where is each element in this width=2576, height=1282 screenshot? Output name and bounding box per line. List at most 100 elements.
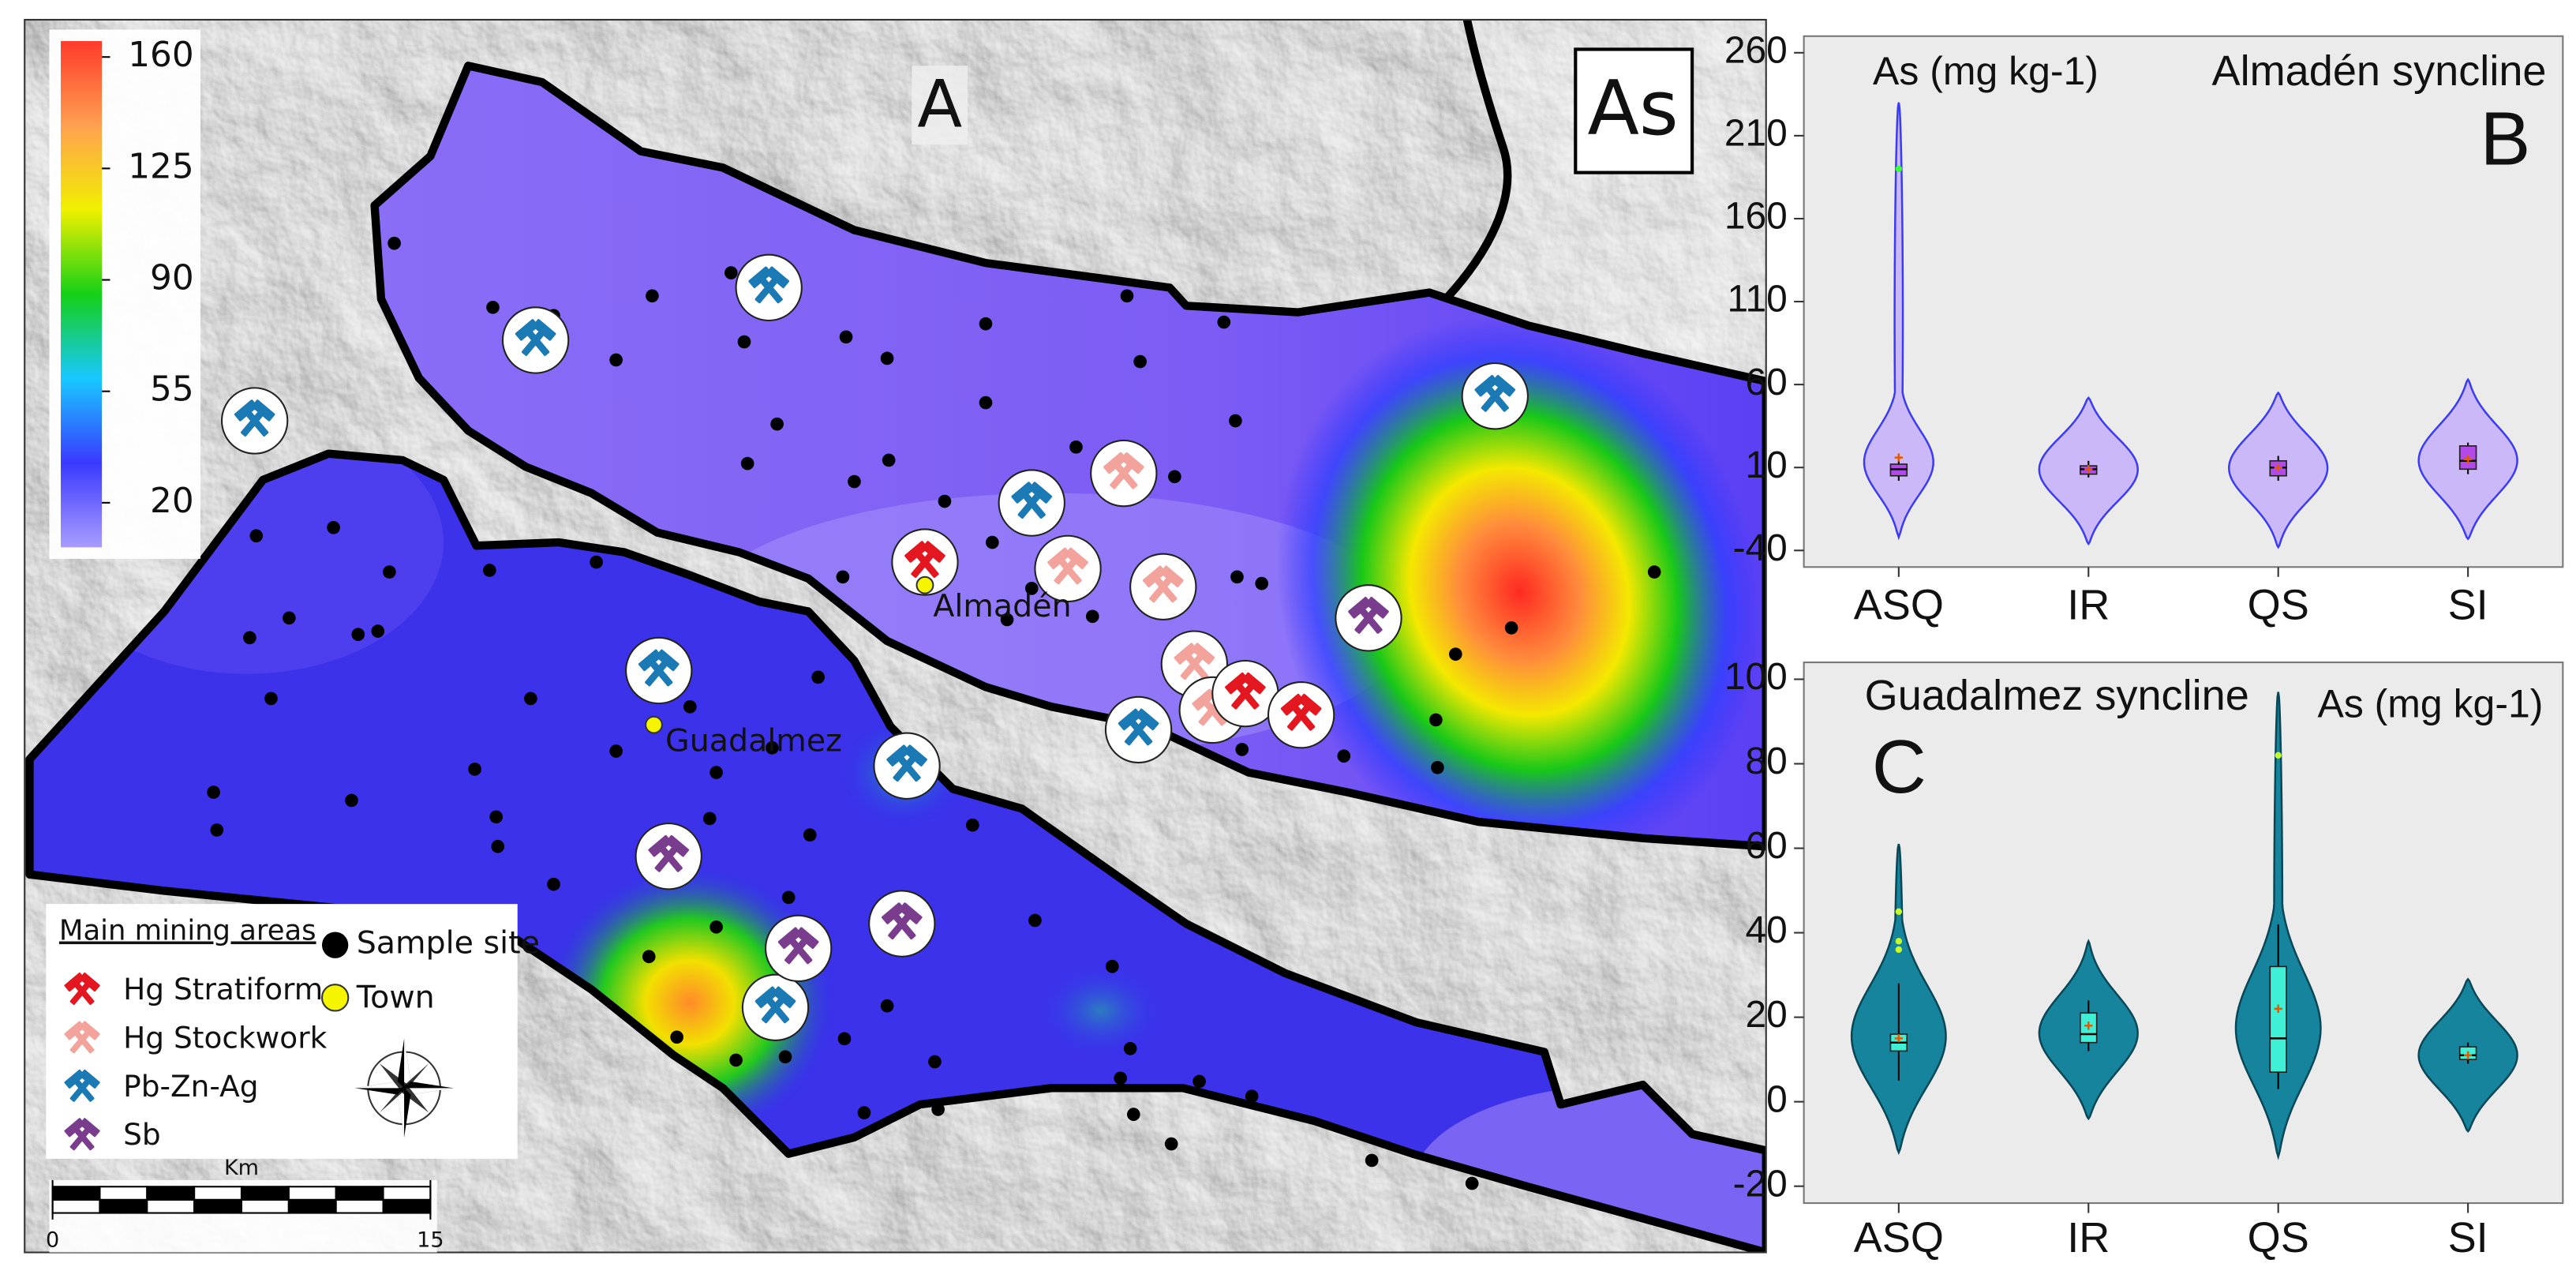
y-tick-label: 110 <box>1727 279 1787 320</box>
map-frame <box>24 18 1767 1254</box>
x-tick-label: IR <box>2067 582 2110 629</box>
sample-site <box>351 628 365 641</box>
scale-segment <box>382 1198 432 1214</box>
colorbar-tick-label: 55 <box>150 369 194 410</box>
sample-site <box>1028 913 1042 928</box>
outlier <box>1895 908 1903 915</box>
scale-segment <box>335 1186 384 1201</box>
sample-site <box>737 335 751 349</box>
y-tick-label: 210 <box>1724 113 1788 155</box>
mean-marker <box>1894 453 1904 462</box>
scale-segment <box>51 1186 101 1201</box>
sample-site <box>210 823 224 837</box>
x-tick-label: QS <box>2248 1214 2309 1261</box>
scale-segment <box>193 1186 243 1201</box>
sample-site <box>966 818 979 832</box>
sample-site <box>740 456 754 470</box>
sample-site <box>724 266 738 279</box>
sample-site <box>1193 1074 1206 1089</box>
y-tick-label: 20 <box>1746 994 1788 1036</box>
y-tick-label: 260 <box>1724 29 1788 71</box>
sample-site <box>710 920 723 934</box>
sample-site <box>839 330 853 344</box>
outlier <box>1895 938 1903 945</box>
sample-site <box>547 877 560 891</box>
sample-site <box>1245 1089 1259 1104</box>
sample-site <box>383 565 396 579</box>
sample-site <box>1230 570 1244 584</box>
boundary-line <box>1443 19 1512 302</box>
scale-segment <box>240 1198 290 1214</box>
sample-site <box>770 417 784 431</box>
sample-site <box>938 494 952 508</box>
sample-site <box>1164 1137 1178 1151</box>
y-tick-label: 10 <box>1746 444 1788 486</box>
sample-site <box>710 766 723 779</box>
scale-unit: Km <box>224 1156 259 1180</box>
y-tick-label: 40 <box>1746 909 1788 951</box>
legend-label: Pb-Zn-Ag <box>123 1069 258 1104</box>
town <box>915 575 934 594</box>
sample-site <box>489 810 503 824</box>
x-tick-label: SI <box>2448 582 2488 629</box>
sample-site <box>857 1106 871 1119</box>
sample-site <box>1168 470 1181 484</box>
sample-site <box>1123 1042 1137 1055</box>
mean-marker <box>2463 1051 2473 1059</box>
scale-label: 0 <box>46 1228 59 1252</box>
scale-segment <box>193 1198 243 1214</box>
sample-site <box>345 793 358 808</box>
y-axis-label: As (mg kg-1) <box>2318 681 2544 725</box>
sample-site <box>1069 440 1083 454</box>
sample-symbol <box>322 932 349 958</box>
sample-site <box>283 611 296 625</box>
sample-site <box>491 839 505 853</box>
sample-site <box>1235 743 1249 756</box>
colorbar-tick-label: 90 <box>150 258 194 298</box>
sample-site <box>1127 1108 1140 1121</box>
x-tick-label: IR <box>2067 1214 2110 1261</box>
compass <box>354 1038 454 1138</box>
town <box>645 715 663 734</box>
plot-area <box>1803 662 2564 1205</box>
scale-segment <box>146 1186 196 1201</box>
scale-segment <box>99 1186 148 1201</box>
sample-site <box>1000 613 1014 627</box>
scale-segment <box>146 1198 196 1214</box>
box <box>2269 965 2287 1073</box>
sample-site <box>207 785 220 799</box>
sample-site <box>483 564 496 577</box>
mining-icons <box>220 253 1529 1041</box>
element-label: As <box>1587 64 1678 152</box>
sample-sites <box>207 236 1661 1190</box>
sample-site <box>848 474 861 489</box>
mean-marker <box>2463 455 2473 463</box>
outlier <box>1895 165 1903 173</box>
x-tick-label: ASQ <box>1854 1214 1944 1261</box>
sample-site <box>729 1053 743 1067</box>
scale-bar: Km 0 15 <box>46 1156 444 1253</box>
sample-site <box>646 289 659 303</box>
sample-site <box>1114 1071 1127 1085</box>
y-axis-label: As (mg kg-1) <box>1873 49 2099 93</box>
sample-site <box>524 692 537 706</box>
panel-label: C <box>1872 725 1926 809</box>
mean-marker <box>2274 463 2282 472</box>
legend: Main mining areas Sample site Town Hg St… <box>46 904 540 1159</box>
sample-site <box>670 1030 683 1044</box>
sample-site <box>811 670 825 684</box>
sample-site <box>1120 289 1134 303</box>
sample-site <box>486 301 500 314</box>
sample-site <box>1255 576 1269 590</box>
colorbar: 160 125 90 55 20 <box>49 29 200 559</box>
chart-title: Almadén syncline <box>2211 47 2546 95</box>
legend-label: Town <box>356 979 435 1015</box>
town-label: Almadén <box>933 588 1071 624</box>
legend-label: Sample site <box>357 925 540 961</box>
y-tick-label: 60 <box>1746 362 1788 403</box>
scale-segment <box>287 1186 337 1201</box>
chart-title: Guadalmez syncline <box>1865 672 2249 719</box>
sample-site <box>1024 582 1039 595</box>
legend-title: Main mining areas <box>59 915 316 947</box>
y-tick-label: -40 <box>1733 527 1788 569</box>
